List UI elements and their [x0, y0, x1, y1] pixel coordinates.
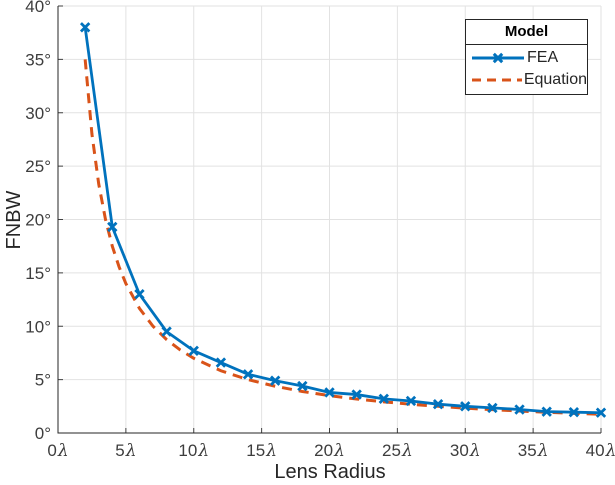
- legend-label-equation: Equation: [523, 71, 587, 88]
- x-tick-label: 0λ: [47, 441, 68, 461]
- legend-entry-equation: Equation: [466, 69, 587, 91]
- fea-x-marker: [568, 406, 580, 418]
- x-tick-label: 15λ: [246, 441, 277, 461]
- legend-entries: FEA Equation: [466, 45, 587, 94]
- fea-x-marker: [107, 221, 118, 233]
- fea-x-marker: [297, 380, 308, 392]
- y-tick-label: 15°: [25, 264, 51, 283]
- y-tick-label: 30°: [25, 104, 51, 123]
- y-axis-title: FNBW: [3, 190, 25, 250]
- fea-x-marker: [215, 357, 227, 368]
- fea-x-marker: [188, 345, 199, 356]
- fea-x-marker: [378, 393, 389, 405]
- y-tick-label: 40°: [25, 0, 51, 16]
- equation-curve: [83, 59, 602, 416]
- fea-x-marker: [351, 389, 362, 400]
- fea-x-marker: [460, 401, 471, 412]
- fea-x-marker: [595, 407, 607, 418]
- x-tick-label: 30λ: [450, 441, 481, 461]
- y-tick-label: 35°: [25, 50, 51, 69]
- x-tick-label: 25λ: [382, 441, 413, 461]
- fea-x-marker: [514, 404, 525, 415]
- fea-x-marker: [541, 406, 552, 417]
- x-tick-label: 10λ: [178, 441, 209, 461]
- x-axis-title: Lens Radius: [274, 461, 386, 483]
- y-tick-label: 0°: [35, 424, 51, 443]
- fea-line-sample: [472, 52, 524, 64]
- x-tick-label: 20λ: [314, 441, 345, 461]
- fea-x-marker: [270, 375, 281, 386]
- fea-x-marker: [487, 402, 498, 414]
- fea-x-marker: [134, 289, 145, 300]
- equation-line-sample: [472, 78, 522, 82]
- legend-label-fea: FEA: [527, 49, 559, 66]
- fea-x-marker: [324, 387, 335, 398]
- x-tick-label: 5λ: [115, 441, 136, 461]
- legend: Model FEA Equation: [465, 19, 588, 95]
- legend-entry-fea: FEA: [466, 47, 587, 69]
- y-tick-label: 5°: [35, 371, 51, 390]
- y-tick-label: 10°: [25, 317, 51, 336]
- x-tick-label: 40λ: [586, 441, 615, 461]
- fea-x-marker: [79, 22, 91, 33]
- fea-x-marker: [161, 326, 172, 337]
- y-tick-label: 25°: [25, 157, 51, 176]
- y-tick-label: 20°: [25, 211, 51, 230]
- x-tick-label: 35λ: [518, 441, 549, 461]
- fea-x-marker: [432, 398, 444, 410]
- fea-x-marker: [242, 369, 254, 380]
- fea-x-marker: [405, 395, 417, 407]
- legend-title: Model: [466, 20, 587, 45]
